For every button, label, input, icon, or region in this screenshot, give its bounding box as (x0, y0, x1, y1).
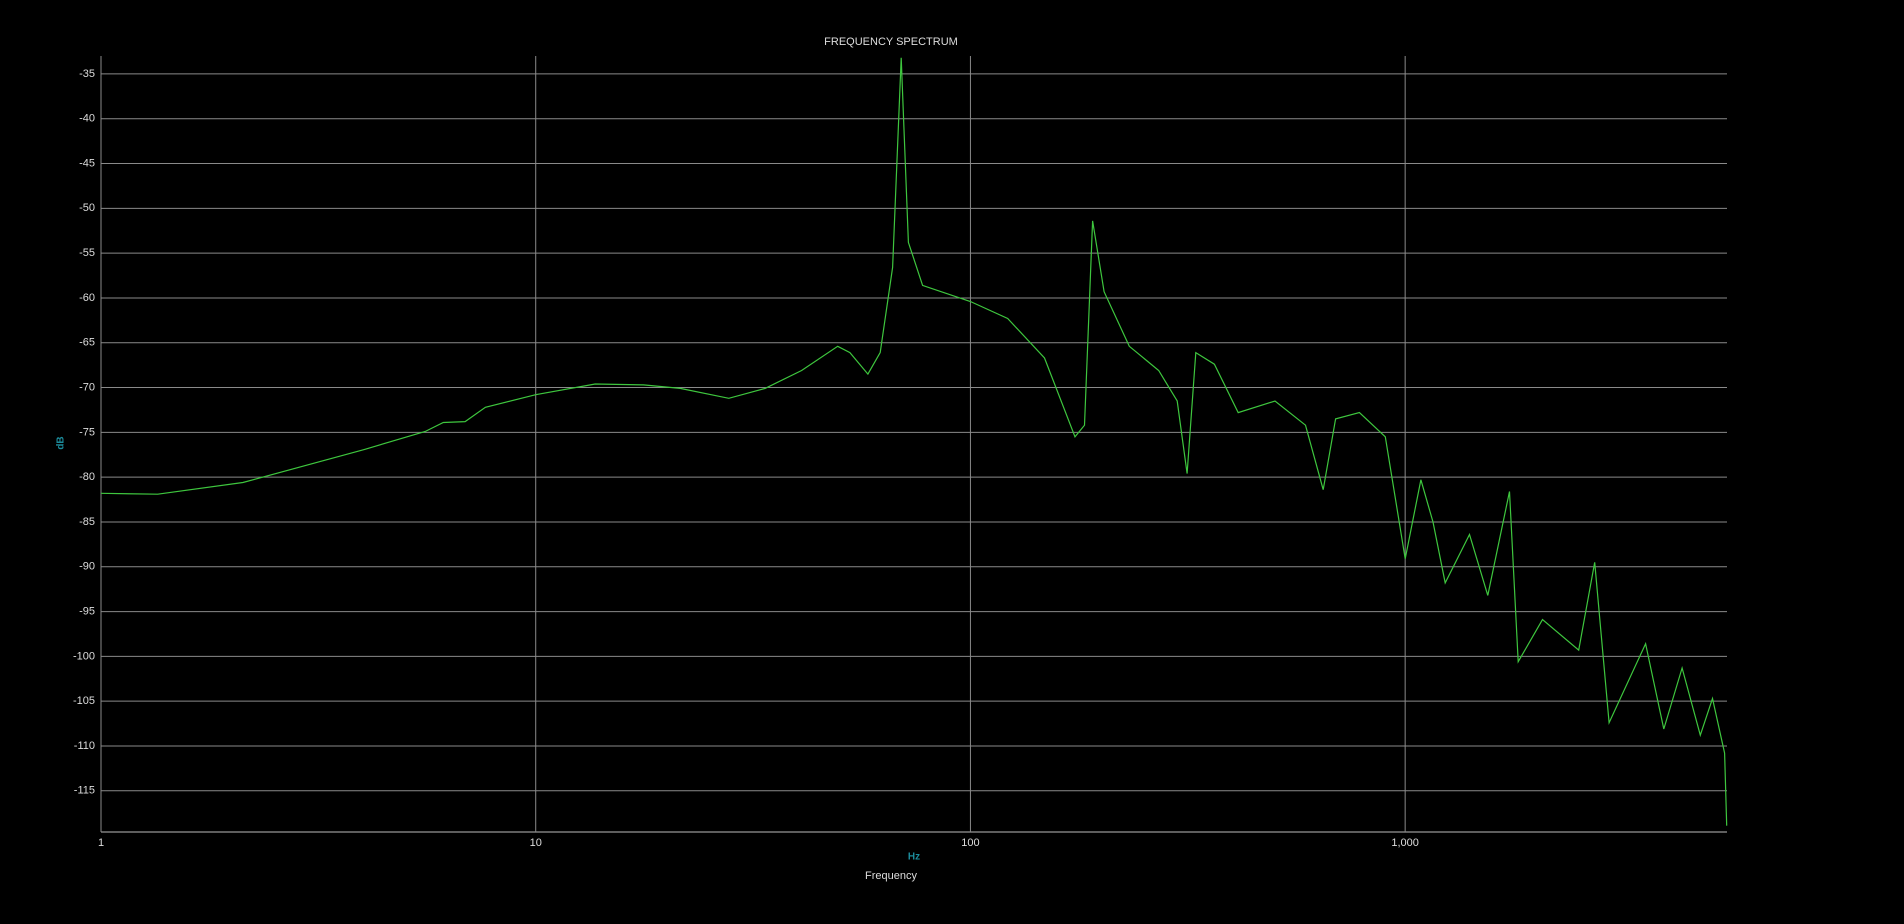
x-unit: Hz (908, 852, 920, 863)
y-tick-label: -105 (73, 695, 95, 707)
x-tick-label: 10 (530, 837, 542, 849)
y-tick-label: -80 (79, 471, 95, 483)
data-line (100, 57, 1728, 826)
y-tick-label: -110 (74, 740, 95, 752)
y-tick-label: -45 (79, 157, 95, 169)
y-tick-label: -115 (74, 785, 95, 797)
y-tick-label: -75 (79, 426, 95, 438)
y-tick-label: -50 (79, 202, 95, 214)
y-tick-label: -60 (79, 292, 95, 304)
y-axis-label: dB (56, 436, 67, 449)
y-tick-label: -90 (79, 561, 95, 573)
y-tick-label: -40 (79, 113, 95, 125)
chart-title: FREQUENCY SPECTRUM (824, 36, 958, 48)
y-tick-label: -85 (79, 516, 95, 528)
x-tick-label: 100 (961, 837, 979, 849)
x-tick-label: 1,000 (1391, 837, 1419, 849)
y-tick-label: -35 (79, 68, 95, 80)
x-tick-label: 1 (98, 837, 104, 849)
y-tick-label: -70 (79, 381, 95, 393)
x-axis-label: Frequency (865, 870, 917, 882)
y-tick-label: -95 (79, 605, 95, 617)
y-tick-label: -55 (79, 247, 95, 259)
y-tick-label: -100 (73, 650, 95, 662)
y-tick-label: -65 (79, 337, 95, 349)
